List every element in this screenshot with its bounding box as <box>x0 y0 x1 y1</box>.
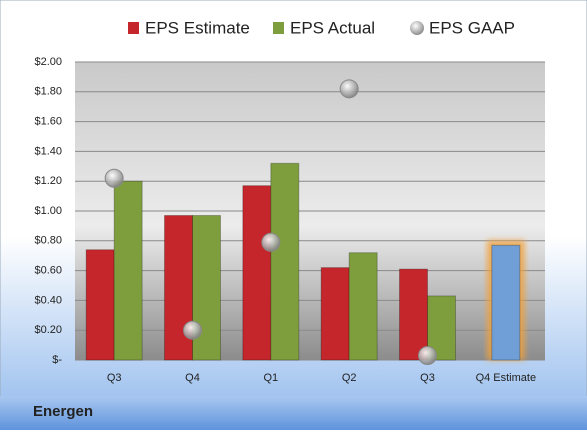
bubble <box>183 320 202 340</box>
bubble <box>104 168 124 188</box>
legend-marker <box>410 21 424 35</box>
y-tick-label: $1.20 <box>34 175 62 187</box>
x-tick-label: Q4 Estimate <box>476 372 537 384</box>
bubble <box>339 79 359 99</box>
bar <box>320 267 350 361</box>
bar <box>270 162 300 361</box>
bar <box>348 252 378 361</box>
bar <box>242 185 272 361</box>
legend-label: EPS Actual <box>290 18 375 37</box>
legend-label: EPS Estimate <box>145 18 250 37</box>
bar <box>399 268 428 361</box>
x-tick-label: Q1 <box>263 372 278 384</box>
legend-marker <box>128 22 139 34</box>
bar <box>85 249 115 361</box>
y-tick-label: $0.60 <box>34 265 62 277</box>
y-tick-label: $1.40 <box>34 145 62 157</box>
bar <box>113 180 143 361</box>
y-tick-label: $1.00 <box>34 205 62 217</box>
y-tick-label: $0.40 <box>34 294 62 306</box>
x-tick-label: Q4 <box>185 372 200 384</box>
y-tick-label: $1.60 <box>34 116 62 128</box>
footer-text: Energen <box>33 403 93 420</box>
y-tick-label: $2.00 <box>34 56 62 68</box>
legend-label: EPS GAAP <box>429 18 515 37</box>
y-tick-label: $1.80 <box>34 86 62 98</box>
bar <box>491 244 521 361</box>
bubble <box>418 346 437 366</box>
footer-band <box>0 396 587 430</box>
legend-marker <box>273 22 284 34</box>
bubble <box>261 232 281 252</box>
y-tick-label: $0.20 <box>34 324 62 336</box>
y-tick-label: $0.80 <box>34 235 62 247</box>
x-tick-label: Q3 <box>107 372 122 384</box>
x-tick-label: Q2 <box>342 372 357 384</box>
x-tick-label: Q3 <box>420 372 435 384</box>
y-tick-label: $- <box>52 354 62 366</box>
